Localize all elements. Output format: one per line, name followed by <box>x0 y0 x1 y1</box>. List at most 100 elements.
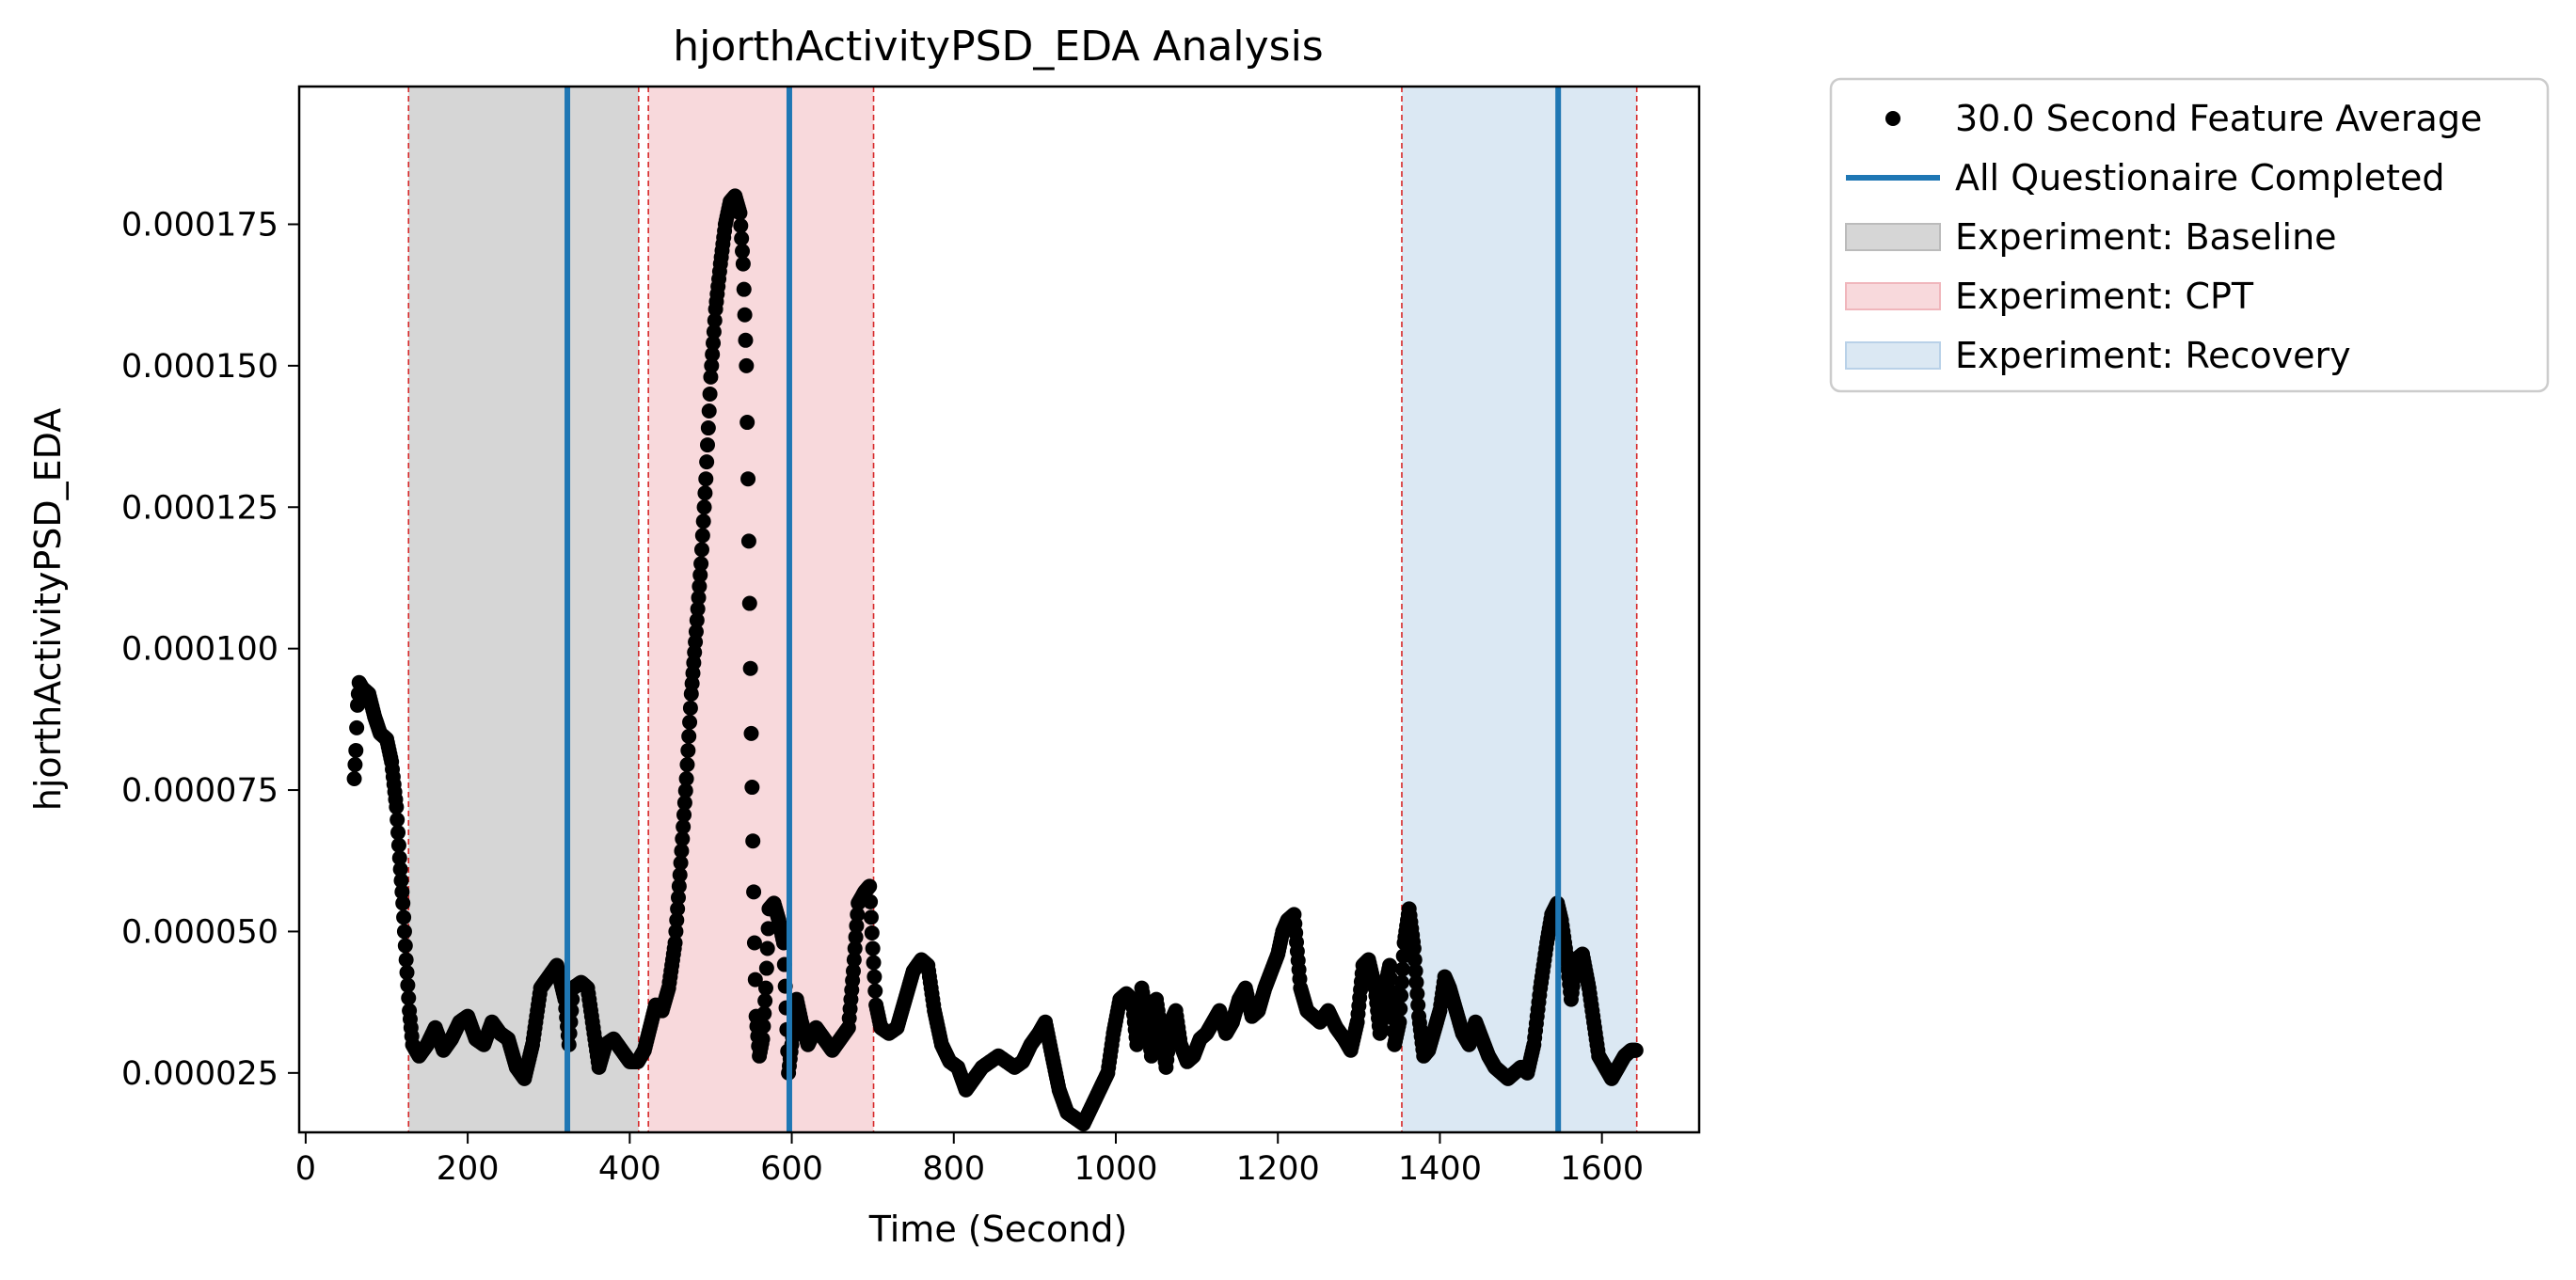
point-4 <box>350 697 365 713</box>
span-baseline <box>408 87 639 1132</box>
point-494 <box>746 935 762 951</box>
x-tick-label-4: 800 <box>922 1150 985 1188</box>
point-423 <box>689 612 705 628</box>
point-436 <box>700 437 715 453</box>
point-55 <box>390 837 406 853</box>
x-tick-label-1: 200 <box>437 1150 500 1188</box>
experiment-boundaries <box>407 87 1638 1132</box>
point-1 <box>347 756 363 772</box>
point-638 <box>863 909 879 925</box>
legend-label-4: Experiment: Recovery <box>1955 335 2351 376</box>
point-617 <box>846 952 862 968</box>
legend-label-1: All Questionaire Completed <box>1955 157 2445 198</box>
point-57 <box>392 861 408 877</box>
point-413 <box>681 728 697 744</box>
point-480 <box>735 256 751 272</box>
point-506 <box>756 1005 772 1021</box>
point-444 <box>706 324 722 340</box>
y-axis: 0.000025 0.000050 0.000075 0.000100 0.000125… <box>121 206 299 1093</box>
point-65 <box>399 965 415 981</box>
legend-patch-icon <box>1845 282 1941 310</box>
point-435 <box>699 454 715 470</box>
point-406 <box>676 819 692 835</box>
x-axis: 0 200 400 600 800 1000 1200 1400 1600 <box>295 1132 1644 1188</box>
point-424 <box>690 601 706 617</box>
point-636 <box>862 878 878 894</box>
point-63 <box>397 938 413 954</box>
plot-frame <box>297 85 1701 1134</box>
point-442 <box>705 346 721 362</box>
x-tick-label-7: 1400 <box>1398 1150 1482 1188</box>
point-477 <box>733 217 749 233</box>
point-414 <box>682 714 698 730</box>
point-408 <box>676 795 692 811</box>
legend-label-2: Experiment: Baseline <box>1955 216 2337 258</box>
span-recovery <box>1401 87 1637 1132</box>
span-cpt <box>648 87 874 1132</box>
point-445 <box>707 312 723 328</box>
point-1291 <box>1392 1001 1408 1017</box>
legend-patch-icon <box>1845 223 1941 251</box>
point-1309 <box>1407 952 1423 968</box>
plot-area <box>297 85 1701 1134</box>
point-482 <box>737 307 753 323</box>
point-642 <box>867 969 883 985</box>
point-485 <box>739 415 755 431</box>
point-490 <box>743 725 759 741</box>
point-476 <box>732 205 748 221</box>
point-492 <box>745 833 761 849</box>
x-tick-label-0: 0 <box>295 1150 316 1188</box>
point-507 <box>757 993 773 1009</box>
point-483 <box>738 332 754 348</box>
point-495 <box>747 972 763 988</box>
point-404 <box>674 843 690 859</box>
point-415 <box>682 700 698 716</box>
point-54 <box>390 825 406 841</box>
point-440 <box>703 369 719 385</box>
point-397 <box>668 924 684 940</box>
point-403 <box>673 855 689 871</box>
point-422 <box>688 624 704 640</box>
point-505 <box>755 1019 771 1035</box>
point-1293 <box>1393 974 1409 990</box>
point-3 <box>349 719 365 735</box>
point-493 <box>746 884 762 900</box>
point-400 <box>671 890 686 906</box>
point-640 <box>865 940 881 956</box>
point-1294 <box>1394 961 1410 977</box>
point-1582 <box>1628 1042 1644 1058</box>
y-tick-label-4: 0.000125 <box>121 489 278 527</box>
point-481 <box>736 281 752 297</box>
point-486 <box>740 471 756 487</box>
point-396 <box>667 935 683 951</box>
point-510 <box>759 940 775 956</box>
point-637 <box>863 893 879 909</box>
point-425 <box>691 590 707 606</box>
point-429 <box>693 542 709 558</box>
point-432 <box>696 499 712 515</box>
y-tick-label-1: 0.000050 <box>121 913 278 951</box>
point-405 <box>675 830 691 846</box>
point-410 <box>678 771 694 787</box>
x-tick-label-2: 400 <box>598 1150 661 1188</box>
point-639 <box>864 924 880 940</box>
point-504 <box>755 1031 771 1047</box>
point-1290 <box>1391 1014 1407 1030</box>
point-1312 <box>1409 986 1425 1002</box>
point-1295 <box>1395 948 1411 964</box>
point-0 <box>346 771 362 787</box>
point-621 <box>850 907 866 923</box>
point-643 <box>867 983 883 999</box>
legend-label-3: Experiment: CPT <box>1955 276 2254 317</box>
point-56 <box>391 850 407 866</box>
point-58 <box>393 873 409 889</box>
point-409 <box>677 782 693 798</box>
point-411 <box>679 756 695 772</box>
legend-label-0: 30.0 Second Feature Average <box>1955 98 2482 139</box>
legend-frame <box>1829 77 2550 393</box>
point-438 <box>701 403 717 419</box>
point-508 <box>758 980 773 996</box>
point-401 <box>671 878 687 894</box>
point-52 <box>389 799 405 815</box>
